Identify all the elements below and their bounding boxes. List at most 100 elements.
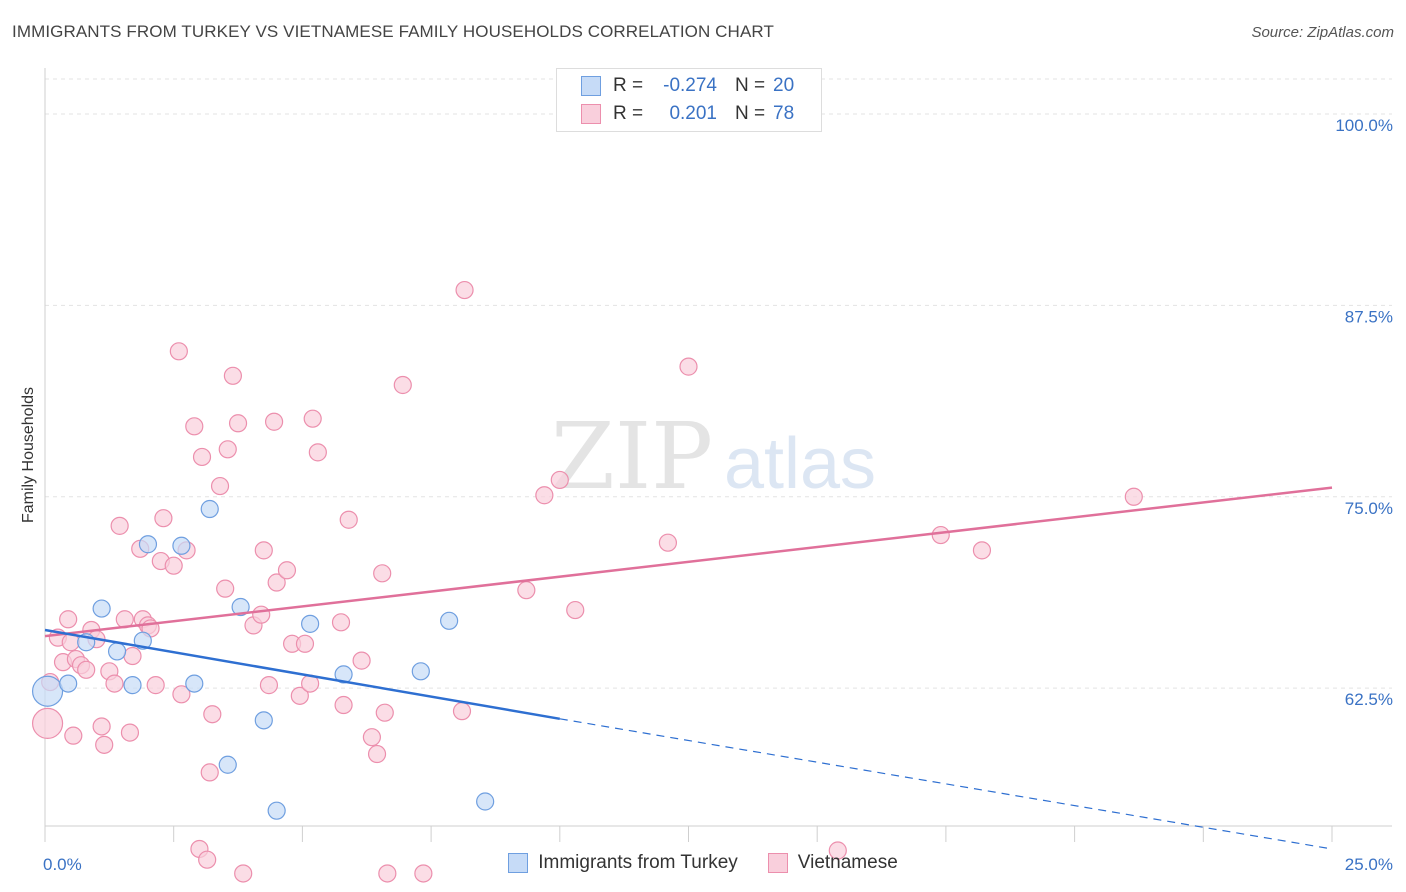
vietnamese-point	[223, 366, 243, 385]
vietnamese-point	[95, 735, 114, 754]
vietnamese-point	[252, 605, 271, 624]
turkey-point	[231, 597, 250, 617]
vietnamese-point	[931, 525, 950, 545]
vietnamese-point	[59, 610, 78, 629]
turkey-trend-extension	[559, 718, 1333, 850]
watermark-zip: ZIP	[551, 403, 713, 510]
vietnamese-point	[331, 613, 351, 632]
turkey-point	[267, 801, 286, 820]
legend-swatch-turkey	[581, 76, 601, 96]
vietnamese-point	[362, 728, 381, 747]
turkey-point	[59, 674, 78, 693]
vietnamese-point	[972, 541, 992, 560]
legend-row-turkey: R = -0.274 N = 20	[581, 73, 794, 99]
vietnamese-point	[566, 600, 585, 620]
vietnamese-point	[31, 707, 64, 740]
turkey-point	[172, 536, 191, 555]
turkey-point	[218, 755, 237, 774]
series-label-turkey: Immigrants from Turkey	[538, 852, 738, 873]
legend-n-value: 78	[773, 103, 795, 124]
turkey-point	[301, 614, 320, 633]
turkey-point	[254, 711, 273, 730]
chart-source: Source: ZipAtlas.com	[1251, 24, 1394, 41]
correlation-legend: R = -0.274 N = 20 R = 0.201 N = 78	[556, 68, 822, 132]
vietnamese-point	[123, 646, 142, 666]
vietnamese-point	[254, 541, 273, 560]
vietnamese-point	[375, 703, 394, 722]
turkey-point	[31, 675, 64, 707]
turkey-trend-line	[44, 628, 561, 721]
turkey-point	[123, 676, 142, 695]
vietnamese-point	[185, 417, 204, 436]
vietnamese-point	[192, 447, 212, 467]
vietnamese-point	[414, 864, 433, 883]
turkey-point	[440, 611, 459, 630]
legend-r-value: 0.201	[669, 103, 717, 124]
series-label-vietnamese: Vietnamese	[797, 852, 898, 873]
vietnamese-point	[1124, 487, 1143, 506]
turkey-point	[411, 662, 430, 681]
vietnamese-point	[92, 717, 111, 736]
x-tick-label: 25.0%	[1345, 855, 1393, 874]
chart-title: IMMIGRANTS FROM TURKEY VS VIETNAMESE FAM…	[12, 22, 774, 41]
vietnamese-point	[367, 744, 387, 764]
turkey-point	[476, 792, 495, 811]
legend-row-vietnamese: R = 0.201 N = 78	[581, 101, 794, 127]
vietnamese-point	[120, 723, 140, 742]
vietnamese-point	[77, 660, 96, 679]
vietnamese-point	[105, 674, 124, 693]
vietnamese-point	[455, 280, 474, 300]
vietnamese-point	[172, 685, 191, 704]
vietnamese-point	[378, 864, 397, 883]
legend-swatch-vietnamese	[581, 104, 601, 124]
vietnamese-point	[828, 841, 847, 860]
series-legend-turkey: Immigrants from Turkey	[508, 852, 738, 874]
vietnamese-point	[339, 510, 358, 529]
turkey-point	[92, 599, 111, 618]
vietnamese-point	[290, 686, 309, 705]
vietnamese-point	[295, 634, 315, 653]
series-legend-vietnamese: Vietnamese	[767, 852, 898, 874]
series-swatch-vietnamese	[767, 853, 788, 873]
turkey-point	[185, 674, 204, 693]
vietnamese-point	[164, 556, 183, 575]
x-tick-label: 0.0%	[43, 855, 82, 874]
vietnamese-point	[550, 470, 569, 490]
vietnamese-point	[452, 702, 472, 721]
y-tick-label: 87.5%	[1345, 307, 1393, 326]
vietnamese-point	[234, 864, 253, 883]
vietnamese-point	[259, 676, 279, 695]
vietnamese-point	[216, 579, 235, 598]
vietnamese-point	[198, 850, 217, 869]
vietnamese-point	[146, 676, 165, 695]
y-tick-label: 75.0%	[1345, 499, 1393, 518]
vietnamese-point	[393, 375, 412, 395]
legend-r-label: R =	[613, 103, 644, 124]
legend-r-label: R =	[613, 75, 644, 96]
vietnamese-point	[535, 486, 554, 505]
vietnamese-point	[218, 440, 237, 459]
legend-n-label: N =	[735, 103, 766, 124]
vietnamese-point	[303, 409, 322, 428]
turkey-point	[138, 535, 158, 554]
vietnamese-trend-line	[44, 486, 1333, 638]
vietnamese-point	[203, 705, 222, 724]
vietnamese-point	[110, 516, 129, 535]
vietnamese-point	[200, 763, 219, 782]
vietnamese-point	[264, 412, 284, 431]
vietnamese-point	[517, 581, 536, 600]
series-swatch-turkey	[508, 853, 529, 873]
legend-n-label: N =	[735, 75, 766, 96]
vietnamese-point	[277, 561, 297, 580]
vietnamese-point	[228, 414, 248, 433]
legend-n-value: 20	[773, 75, 795, 96]
vietnamese-point	[334, 695, 353, 715]
turkey-point	[200, 499, 219, 519]
vietnamese-point	[154, 509, 173, 528]
vietnamese-point	[169, 342, 188, 361]
series-legend: Immigrants from Turkey Vietnamese	[0, 852, 1406, 874]
vietnamese-point	[352, 651, 371, 670]
y-tick-label: 100.0%	[1335, 116, 1393, 135]
vietnamese-point	[679, 357, 698, 376]
